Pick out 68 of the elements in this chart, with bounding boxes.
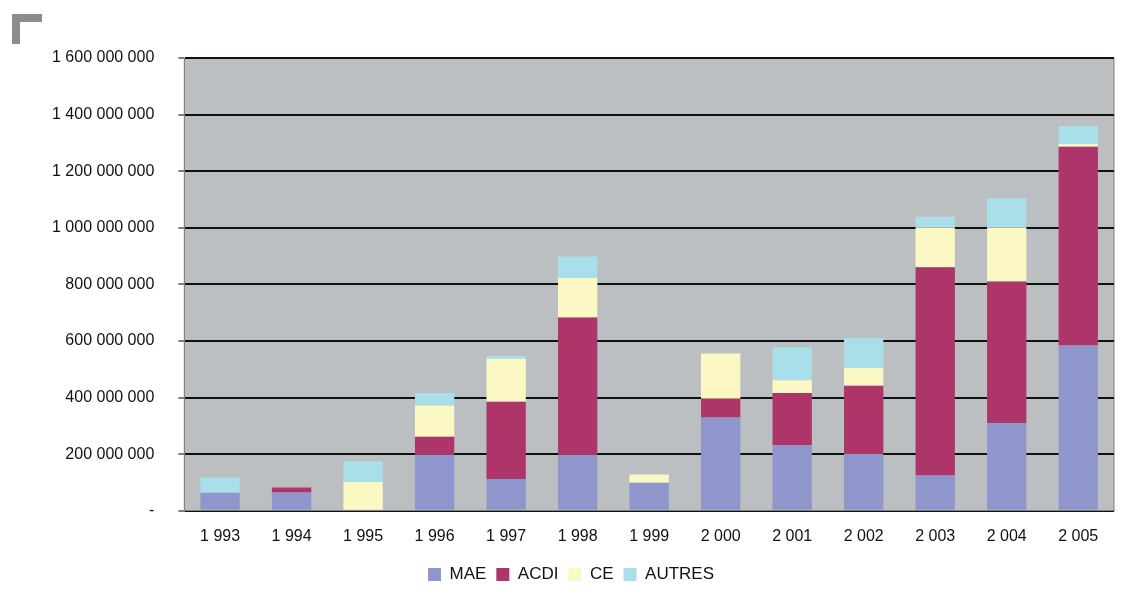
- bar: [844, 453, 884, 510]
- bar: [915, 267, 955, 476]
- bar: [915, 227, 955, 268]
- bar: [1058, 146, 1098, 346]
- x-tick-label: 2 000: [700, 526, 741, 544]
- bar: [414, 405, 455, 437]
- bar: [1058, 144, 1098, 147]
- bar: [629, 474, 669, 483]
- bar: [486, 358, 526, 402]
- bar: [343, 481, 383, 510]
- bar: [772, 393, 812, 446]
- bar: [772, 380, 812, 394]
- x-tick-label: 1 995: [343, 526, 384, 544]
- y-tick-label: 1 600 000 000: [51, 48, 155, 66]
- bar: [701, 353, 741, 399]
- y-tick-label: 1 000 000 000: [51, 218, 155, 236]
- y-tick-label: 1 400 000 000: [51, 105, 155, 123]
- legend-label: AUTRES: [645, 564, 715, 584]
- bar: [772, 347, 812, 381]
- x-tick-label: 2 004: [986, 526, 1027, 544]
- y-tick-label: 200 000 000: [65, 444, 155, 462]
- legend-label: MAE: [449, 564, 487, 584]
- bar: [557, 256, 598, 278]
- y-tick-label: 600 000 000: [65, 331, 155, 349]
- bar: [200, 477, 240, 493]
- x-tick-label: 2 003: [915, 526, 956, 544]
- y-tick-label: 800 000 000: [65, 274, 155, 292]
- bar: [486, 401, 526, 480]
- bar: [1058, 125, 1098, 145]
- bar: [414, 436, 455, 455]
- x-tick-label: 1 997: [486, 526, 527, 544]
- x-tick-label: 2 005: [1058, 526, 1099, 544]
- y-tick-label: -: [148, 501, 155, 519]
- bar: [844, 367, 884, 386]
- bar: [844, 337, 884, 368]
- bar: [557, 454, 598, 510]
- bar: [557, 277, 598, 318]
- bar: [987, 198, 1027, 228]
- legend-label: ACDI: [517, 564, 559, 584]
- x-tick-label: 1 994: [271, 526, 312, 544]
- bar: [414, 454, 455, 510]
- bar: [557, 317, 598, 455]
- bar: [915, 216, 955, 228]
- x-tick-label: 1 996: [414, 526, 455, 544]
- bar: [987, 227, 1027, 282]
- x-tick-label: 1 999: [629, 526, 670, 544]
- bar: [987, 423, 1027, 510]
- x-tick-label: 1 998: [557, 526, 598, 544]
- bar: [701, 398, 741, 418]
- bar: [844, 385, 884, 454]
- bar: [271, 492, 312, 510]
- bar: [343, 461, 383, 482]
- bar: [486, 479, 526, 510]
- bar: [987, 281, 1027, 424]
- x-tick-label: 2 002: [843, 526, 884, 544]
- bar: [772, 445, 812, 510]
- bar: [1058, 345, 1098, 510]
- legend-label: CE: [589, 564, 614, 584]
- y-tick-label: 400 000 000: [65, 388, 155, 406]
- bar: [629, 482, 669, 510]
- x-tick-label: 1 993: [200, 526, 241, 544]
- bar: [200, 492, 240, 510]
- x-tick-label: 2 001: [772, 526, 813, 544]
- bar: [915, 475, 955, 510]
- bar: [414, 393, 455, 406]
- bar: [701, 417, 741, 510]
- y-tick-label: 1 200 000 000: [51, 161, 155, 179]
- bar: [486, 356, 526, 359]
